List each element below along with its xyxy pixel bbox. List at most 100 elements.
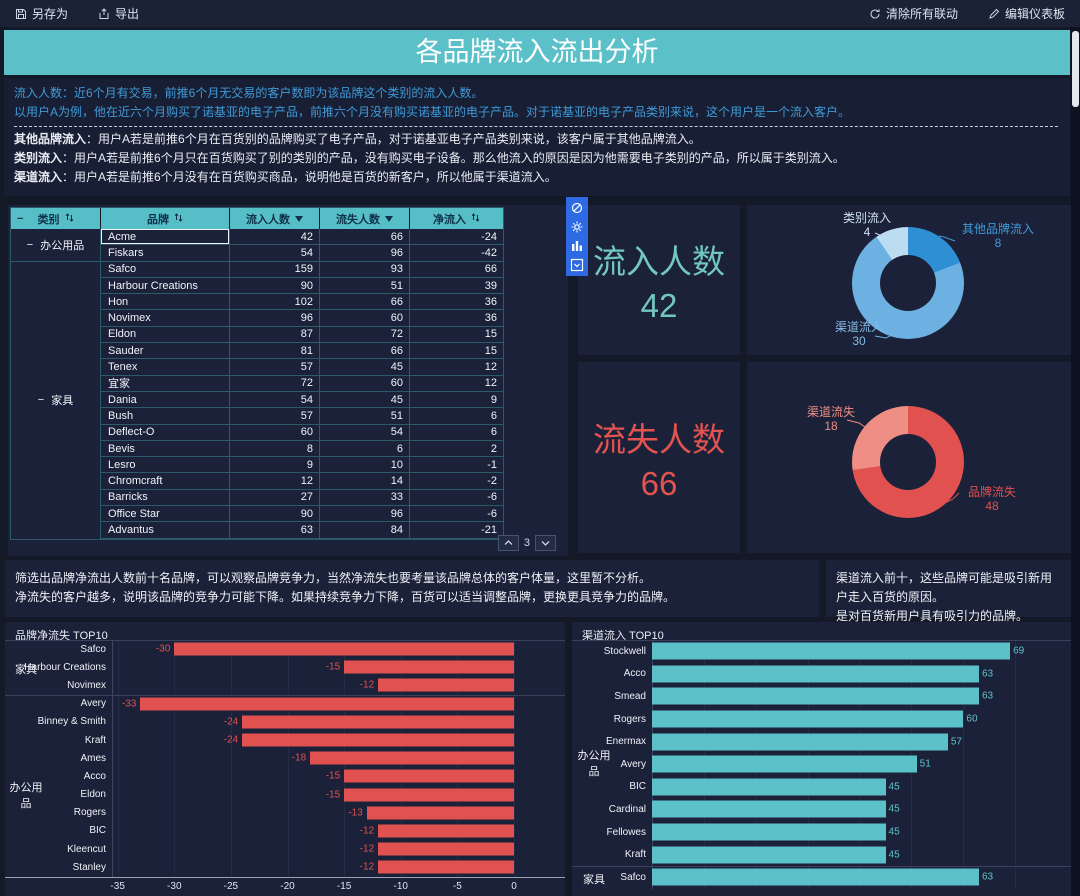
value-cell[interactable]: 66: [320, 343, 410, 360]
value-cell[interactable]: 63: [230, 522, 320, 539]
bar[interactable]: [652, 687, 979, 705]
value-cell[interactable]: 42: [230, 229, 320, 246]
value-cell[interactable]: 14: [320, 473, 410, 490]
value-cell[interactable]: -1: [410, 457, 503, 474]
bar[interactable]: [378, 860, 514, 874]
brand-cell[interactable]: Novimex: [101, 310, 230, 327]
value-cell[interactable]: 45: [320, 359, 410, 376]
sort-icon[interactable]: [65, 212, 74, 225]
bar[interactable]: [652, 800, 886, 818]
table-row[interactable]: Dania 54 45 9: [101, 391, 503, 409]
value-cell[interactable]: 8: [230, 440, 320, 458]
brand-cell[interactable]: Eldon: [101, 326, 230, 344]
filter-icon[interactable]: [385, 213, 393, 225]
sort-icon[interactable]: [471, 212, 480, 225]
value-cell[interactable]: 2: [410, 441, 503, 458]
vertical-scrollbar[interactable]: [1071, 27, 1080, 896]
settings-icon[interactable]: [570, 220, 584, 234]
value-cell[interactable]: 90: [230, 277, 320, 295]
brand-cell[interactable]: Safco: [101, 261, 230, 278]
brand-cell[interactable]: Office Star: [101, 506, 230, 523]
bar[interactable]: [652, 710, 964, 728]
value-cell[interactable]: 81: [230, 343, 320, 360]
filter-icon[interactable]: [295, 213, 303, 225]
brand-cell[interactable]: Sauder: [101, 343, 230, 360]
table-row[interactable]: 宜家 72 60 12: [101, 375, 503, 392]
brand-cell[interactable]: Acme: [101, 229, 230, 246]
value-cell[interactable]: 6: [320, 440, 410, 458]
bar[interactable]: [652, 665, 979, 683]
value-cell[interactable]: 15: [410, 327, 503, 344]
brand-cell[interactable]: Fiskars: [101, 245, 230, 262]
brand-cell[interactable]: Dania: [101, 391, 230, 409]
bar[interactable]: [652, 733, 948, 751]
bar[interactable]: [378, 842, 514, 856]
bar[interactable]: [310, 751, 514, 765]
value-cell[interactable]: 96: [320, 506, 410, 523]
bar[interactable]: [652, 755, 917, 773]
value-cell[interactable]: 33: [320, 489, 410, 507]
column-header-类别[interactable]: − 类别: [11, 208, 101, 229]
value-cell[interactable]: 9: [410, 392, 503, 409]
brand-cell[interactable]: Harbour Creations: [101, 277, 230, 295]
bar[interactable]: [242, 733, 514, 747]
value-cell[interactable]: 66: [320, 229, 410, 246]
bar[interactable]: [344, 788, 514, 802]
bar[interactable]: [652, 642, 1011, 660]
value-cell[interactable]: 90: [230, 506, 320, 523]
brand-cell[interactable]: Hon: [101, 294, 230, 311]
bar[interactable]: [344, 769, 514, 783]
page-up-button[interactable]: [497, 535, 519, 551]
bar[interactable]: [652, 823, 886, 841]
value-cell[interactable]: 66: [320, 294, 410, 311]
edit-dashboard-button[interactable]: 编辑仪表板: [973, 0, 1080, 27]
table-row[interactable]: Tenex 57 45 12: [101, 359, 503, 376]
value-cell[interactable]: 9: [230, 457, 320, 474]
value-cell[interactable]: 96: [320, 245, 410, 262]
column-header-净流入[interactable]: 净流入: [410, 208, 503, 229]
collapse-all-icon[interactable]: −: [17, 212, 24, 225]
bar[interactable]: [344, 660, 514, 674]
brand-cell[interactable]: Bush: [101, 408, 230, 425]
value-cell[interactable]: 54: [230, 245, 320, 262]
export-button[interactable]: 导出: [83, 0, 154, 27]
value-cell[interactable]: 6: [410, 408, 503, 425]
table-row[interactable]: Sauder 81 66 15: [101, 343, 503, 360]
value-cell[interactable]: 159: [230, 261, 320, 278]
bar[interactable]: [140, 697, 514, 711]
clear-icon[interactable]: [570, 201, 584, 215]
value-cell[interactable]: 54: [320, 424, 410, 441]
table-row[interactable]: Eldon 87 72 15: [101, 326, 503, 344]
bar[interactable]: [174, 642, 514, 656]
value-cell[interactable]: -42: [410, 245, 503, 262]
value-cell[interactable]: 6: [410, 425, 503, 441]
bar[interactable]: [242, 715, 514, 729]
value-cell[interactable]: 12: [230, 473, 320, 490]
value-cell[interactable]: -24: [410, 229, 503, 246]
value-cell[interactable]: 60: [320, 310, 410, 327]
value-cell[interactable]: 57: [230, 359, 320, 376]
value-cell[interactable]: -21: [410, 522, 503, 539]
column-header-流入人数[interactable]: 流入人数: [230, 208, 320, 229]
table-row[interactable]: Deflect-O 60 54 6: [101, 424, 503, 441]
scrollbar-thumb[interactable]: [1072, 31, 1079, 107]
value-cell[interactable]: 51: [320, 408, 410, 425]
value-cell[interactable]: 12: [410, 376, 503, 392]
brand-cell[interactable]: Deflect-O: [101, 424, 230, 441]
table-row[interactable]: Office Star 90 96 -6: [101, 506, 503, 523]
table-row[interactable]: Fiskars 54 96 -42: [101, 245, 503, 262]
value-cell[interactable]: 51: [320, 277, 410, 295]
collapse-icon[interactable]: [570, 258, 584, 272]
table-row[interactable]: Bush 57 51 6: [101, 408, 503, 425]
bar[interactable]: [652, 778, 886, 796]
value-cell[interactable]: 72: [320, 326, 410, 344]
value-cell[interactable]: 84: [320, 522, 410, 539]
value-cell[interactable]: 54: [230, 391, 320, 409]
category-cell[interactable]: − 家具: [11, 261, 101, 539]
value-cell[interactable]: 45: [320, 391, 410, 409]
bar[interactable]: [366, 806, 514, 820]
value-cell[interactable]: 60: [320, 375, 410, 392]
category-cell[interactable]: − 办公用品: [11, 229, 101, 262]
value-cell[interactable]: 39: [410, 278, 503, 295]
bar[interactable]: [378, 824, 514, 838]
